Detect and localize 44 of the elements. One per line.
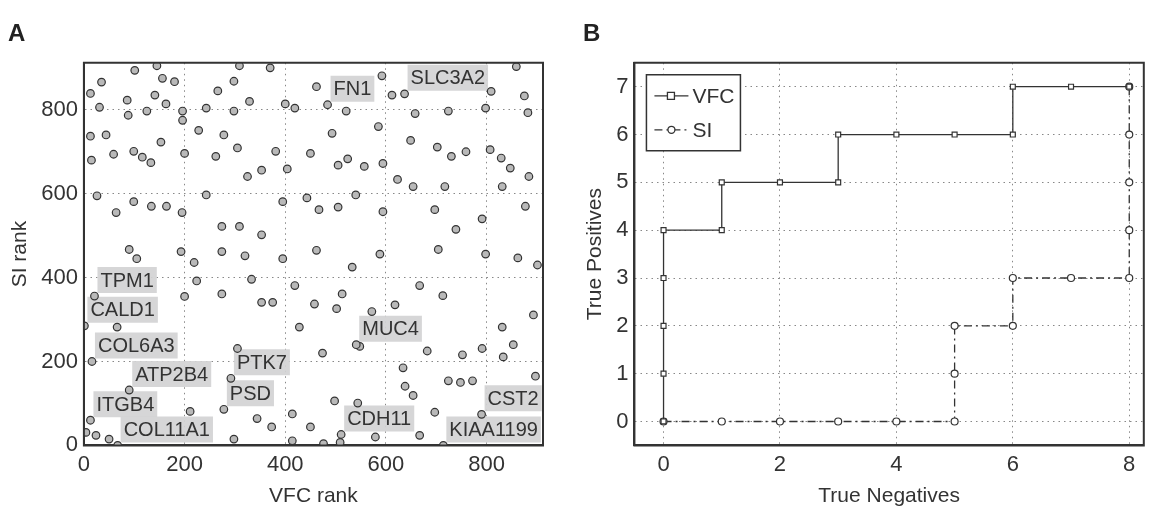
annotation: COL11A1 — [123, 417, 210, 440]
y-tick-label: 400 — [41, 263, 78, 289]
x-axis-title: True Negatives — [818, 483, 960, 507]
annotation: KIAA1199 — [449, 417, 538, 440]
x-tick-label: 200 — [166, 450, 203, 476]
y-tick-label: 4 — [616, 216, 629, 242]
legend-label: VFC — [692, 83, 735, 107]
annotation: PTK7 — [236, 350, 287, 373]
annotation: CDH11 — [347, 407, 412, 430]
chart-title: A — [8, 19, 26, 47]
y-tick-label: 6 — [616, 120, 629, 146]
annotation: CALD1 — [90, 298, 155, 321]
x-tick-label: 6 — [1006, 450, 1019, 476]
y-tick-label: 600 — [41, 179, 78, 205]
x-tick-label: 600 — [367, 450, 405, 476]
annotation: PSD — [229, 381, 271, 404]
y-tick-label: 5 — [616, 168, 629, 194]
x-tick-label: 400 — [266, 450, 304, 476]
legend-label: SI — [692, 117, 713, 141]
y-tick-label: 0 — [616, 407, 629, 433]
annotation: CST2 — [487, 386, 539, 409]
annotation: FN1 — [333, 77, 372, 100]
y-tick-label: 0 — [65, 431, 78, 457]
x-tick-label: 8 — [1123, 450, 1136, 476]
annotation: ATP2B4 — [135, 362, 209, 385]
annotation: SLC3A2 — [410, 66, 486, 89]
x-tick-label: 0 — [657, 450, 670, 476]
annotation: COL6A3 — [97, 334, 175, 357]
chart-title: B — [583, 19, 601, 47]
annotation: MUC4 — [362, 317, 419, 340]
x-axis-title: VFC rank — [269, 483, 359, 507]
annotation: TPM1 — [100, 268, 154, 291]
x-tick-label: 800 — [468, 450, 505, 476]
y-tick-label: 200 — [41, 347, 78, 373]
y-tick-label: 1 — [616, 359, 629, 385]
x-tick-label: 4 — [890, 450, 903, 476]
y-axis-title: SI rank — [7, 220, 31, 288]
x-tick-label: 2 — [773, 450, 787, 476]
y-tick-label: 2 — [616, 311, 629, 337]
y-axis-title: True Positives — [582, 187, 606, 321]
y-tick-label: 800 — [41, 95, 78, 121]
annotation: ITGB4 — [96, 392, 155, 415]
y-tick-label: 7 — [616, 72, 629, 98]
y-tick-label: 3 — [616, 264, 629, 290]
